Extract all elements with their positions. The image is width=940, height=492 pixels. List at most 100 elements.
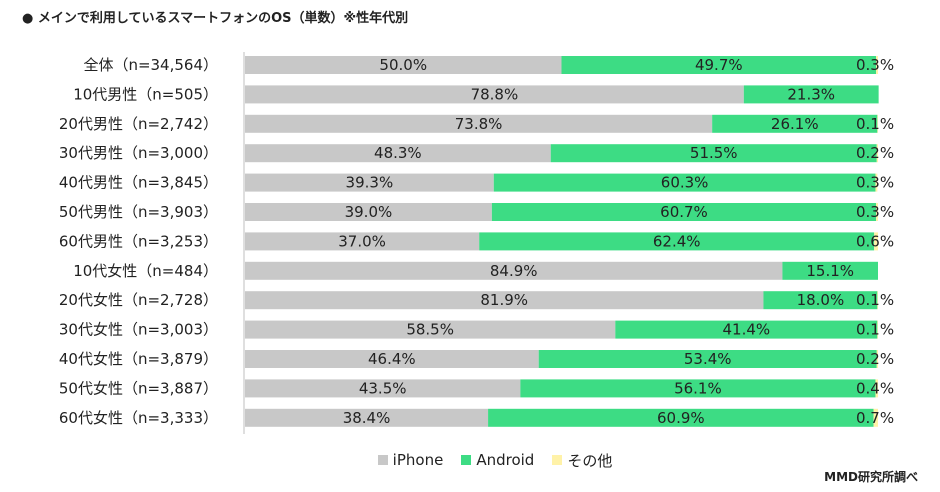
data-label: 0.3% xyxy=(856,56,894,74)
legend-item: その他 xyxy=(552,450,612,470)
bar-segment-その他 xyxy=(874,232,878,251)
bar-segment-その他 xyxy=(876,350,878,368)
category-label: 40代女性（n=3,879） xyxy=(59,350,218,368)
bar-segment-iPhone xyxy=(245,261,783,280)
category-label: 60代女性（n=3,333） xyxy=(59,409,218,427)
bar-segment-その他 xyxy=(876,56,878,74)
legend-item: Android xyxy=(461,450,534,470)
legend-swatch xyxy=(552,455,563,465)
category-label: 30代男性（n=3,000） xyxy=(59,144,218,162)
data-label: 73.8% xyxy=(455,115,503,133)
bar-segment-Android xyxy=(763,291,878,310)
bar-segment-Android xyxy=(488,408,874,427)
data-label: 51.5% xyxy=(690,144,738,162)
legend: iPhone Android その他 xyxy=(0,450,940,470)
legend-label: その他 xyxy=(567,451,613,470)
bar-segment-その他 xyxy=(877,320,878,339)
bar-segment-iPhone xyxy=(245,408,489,427)
labels-layer: 全体（n=34,564） 50.0% 49.7% 0.3% 10代男性（n=505） 78… xyxy=(59,56,894,427)
bar-segment-iPhone xyxy=(245,291,764,310)
data-label: 0.2% xyxy=(856,144,894,162)
bar-segment-Android xyxy=(743,85,879,104)
bar-segment-iPhone xyxy=(245,203,492,221)
data-label: 0.3% xyxy=(856,174,894,192)
category-label: 40代男性（n=3,845） xyxy=(59,174,218,192)
data-label: 39.3% xyxy=(346,174,394,192)
category-label: 20代女性（n=2,728） xyxy=(59,291,218,309)
bar-segment-Android xyxy=(561,56,877,74)
category-label: 30代女性（n=3,003） xyxy=(59,321,218,339)
bar-segment-その他 xyxy=(877,114,878,133)
bar-segment-その他 xyxy=(876,203,878,221)
category-label: 全体（n=34,564） xyxy=(83,56,218,74)
category-label: 20代男性（n=2,742） xyxy=(59,115,218,133)
data-label: 81.9% xyxy=(480,291,528,309)
legend-swatch xyxy=(461,455,472,465)
bars-layer xyxy=(245,56,879,427)
data-label: 0.6% xyxy=(856,232,894,250)
data-label: 0.1% xyxy=(856,321,894,339)
data-label: 39.0% xyxy=(345,203,393,221)
data-label: 60.7% xyxy=(660,203,708,221)
bar-segment-iPhone xyxy=(245,56,562,74)
bar-segment-Android xyxy=(550,144,877,163)
bar-segment-その他 xyxy=(876,144,878,163)
data-label: 46.4% xyxy=(368,350,416,368)
data-label: 43.5% xyxy=(359,379,407,397)
category-label: 10代女性（n=484） xyxy=(73,262,218,280)
bar-segment-Android xyxy=(782,261,878,280)
data-label: 60.9% xyxy=(657,409,705,427)
data-label: 41.4% xyxy=(723,321,771,339)
bar-segment-その他 xyxy=(877,291,878,310)
data-label: 0.4% xyxy=(856,379,894,397)
legend-label: Android xyxy=(476,451,535,469)
bar-segment-iPhone xyxy=(245,173,494,192)
data-label: 50.0% xyxy=(379,56,427,74)
bar-segment-Android xyxy=(479,232,875,251)
data-label: 26.1% xyxy=(771,115,819,133)
bar-segment-iPhone xyxy=(245,144,551,163)
data-label: 0.2% xyxy=(856,350,894,368)
data-label: 53.4% xyxy=(684,350,732,368)
legend-label: iPhone xyxy=(392,451,444,469)
bar-segment-iPhone xyxy=(245,232,480,251)
data-label: 49.7% xyxy=(695,56,743,74)
data-label: 56.1% xyxy=(674,379,722,397)
data-label: 0.7% xyxy=(856,409,894,427)
chart-title: ● メインで利用しているスマートフォンのOS（単数）※性年代別 xyxy=(22,11,409,26)
legend-item: iPhone xyxy=(377,450,444,470)
data-label: 21.3% xyxy=(787,85,835,103)
data-label: 0.3% xyxy=(856,203,894,221)
data-label: 37.0% xyxy=(338,232,386,250)
bar-segment-Android xyxy=(520,379,876,398)
bar-segment-iPhone xyxy=(245,379,521,398)
bar-segment-その他 xyxy=(875,379,878,398)
bar-segment-その他 xyxy=(873,408,878,427)
bar-segment-Android xyxy=(491,203,877,221)
data-label: 48.3% xyxy=(374,144,422,162)
data-label: 18.0% xyxy=(797,291,845,309)
bar-segment-iPhone xyxy=(245,85,744,104)
source-note: MMD研究所調べ xyxy=(824,470,918,484)
data-label: 78.8% xyxy=(471,85,519,103)
bar-segment-Android xyxy=(615,320,878,339)
data-label: 15.1% xyxy=(806,262,854,280)
data-label: 60.3% xyxy=(661,174,709,192)
category-label: 50代女性（n=3,887） xyxy=(59,379,218,397)
bar-segment-Android xyxy=(712,114,878,133)
data-label: 38.4% xyxy=(343,409,391,427)
category-label: 10代男性（n=505） xyxy=(73,85,218,103)
category-label: 50代男性（n=3,903） xyxy=(59,203,218,221)
data-label: 0.1% xyxy=(856,115,894,133)
bar-segment-iPhone xyxy=(245,320,616,339)
category-label: 60代男性（n=3,253） xyxy=(59,232,218,250)
bar-segment-iPhone xyxy=(245,114,713,133)
data-label: 84.9% xyxy=(490,262,538,280)
bar-segment-Android xyxy=(493,173,876,192)
data-label: 58.5% xyxy=(406,321,454,339)
bar-segment-iPhone xyxy=(245,350,539,368)
data-label: 0.1% xyxy=(856,291,894,309)
bar-segment-Android xyxy=(538,350,877,368)
data-label: 62.4% xyxy=(653,232,701,250)
